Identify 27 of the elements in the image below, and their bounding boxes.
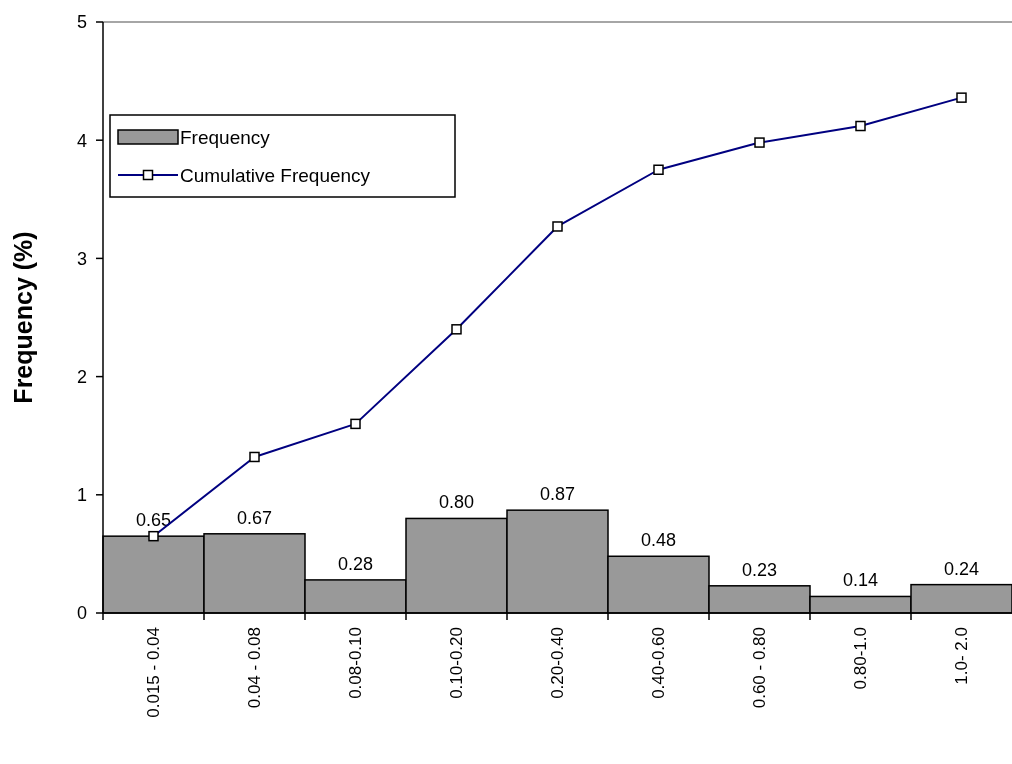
data-label: 0.28 [337, 553, 374, 574]
x-tick-label: 0.80-1.0 [851, 627, 871, 690]
data-label: 0.80 [438, 492, 475, 513]
legend-label: Cumulative Frequency [180, 164, 371, 186]
y-tick-label: 2 [76, 366, 87, 387]
x-tick-label: 0.20-0.40 [548, 627, 568, 699]
y-tick-label: 3 [76, 248, 87, 269]
data-label: 0.67 [236, 507, 273, 528]
y-tick-label: 0 [76, 603, 87, 624]
data-label: 0.87 [539, 484, 576, 505]
x-tick-label: 0.015 - 0.04 [144, 627, 164, 718]
data-label: 0.24 [943, 558, 980, 579]
data-label: 0.65 [135, 510, 172, 531]
x-tick-label: 0.60 - 0.80 [750, 627, 770, 709]
data-label: 0.23 [741, 559, 778, 580]
data-label: 0.14 [842, 570, 879, 591]
y-tick-label: 5 [76, 12, 87, 33]
x-tick-label: 0.04 - 0.08 [245, 627, 265, 709]
y-tick-label: 1 [76, 485, 87, 506]
x-tick-label: 0.08-0.10 [346, 627, 366, 699]
y-axis-title: Frequency (%) [9, 231, 37, 404]
data-label: 0.48 [640, 530, 677, 551]
y-tick-label: 4 [76, 130, 87, 151]
x-tick-label: 0.10-0.20 [447, 627, 467, 699]
x-tick-label: 0.40-0.60 [649, 627, 669, 699]
legend-label: Frequency [180, 126, 271, 148]
x-tick-label: 1.0- 2.0 [952, 627, 972, 685]
